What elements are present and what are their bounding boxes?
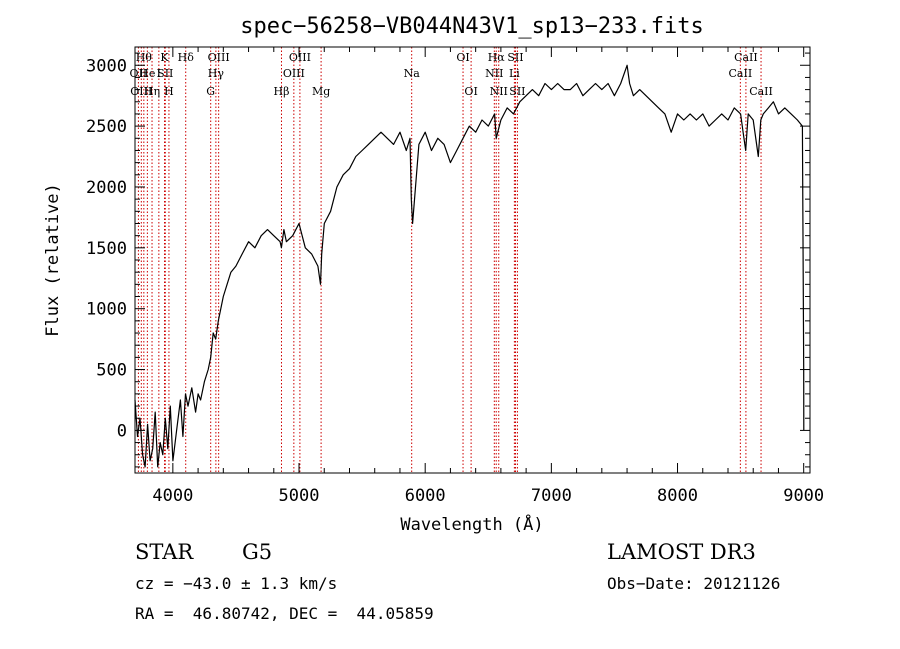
spectral-line-label-7: SII [157,67,173,80]
x-tick-label-9000: 9000 [783,486,824,506]
spectral-line-label-22: NII [490,85,508,98]
spectral-line-label-3: He [139,67,155,80]
spectral-line-label-26: CaII [729,67,753,80]
spectral-line-label-15: OIII [289,51,311,64]
spectral-line-label-18: OI [456,51,469,64]
y-tick-label-500: 500 [96,361,127,381]
redshift-cz: cz = −43.0 ± 1.3 km/s [135,574,338,593]
spectral-line-label-1: OIII [130,85,152,98]
spectral-line-label-28: CaII [749,85,773,98]
spectral-line-labels: OII OIII Hθ He Hη IK SII H Hδ G Hγ OIII Hβ OIII OIII Mg… [130,51,773,98]
spectral-line-label-12: OIII [208,51,230,64]
spectral-line-label-13: Hβ [274,85,290,98]
chart-title: spec−56258−VB044N43V1_sp13−233.fits [240,14,704,39]
spectral-line-label-0: OII [130,67,148,80]
spectral-line-label-6: K [160,51,169,64]
spectral-line-label-25: SII [509,85,525,98]
y-tick-label-1500: 1500 [86,239,127,259]
spectral-line-label-17: Na [404,67,421,80]
y-tick-label-3000: 3000 [86,56,127,76]
spectral-line-label-4: Hη [144,85,160,98]
object-subclass: G5 [242,540,273,564]
spectral-line-label-9: Hδ [178,51,195,64]
survey-name: LAMOST DR3 [607,540,756,564]
coordinates: RA = 46.80742, DEC = 44.05859 [135,604,434,623]
spectral-line-label-5: I [157,67,161,80]
spectral-line-label-14: OIII [283,67,305,80]
x-axis-label: Wavelength (Å) [400,513,543,535]
spectral-line-markers [137,47,762,473]
observation-date: Obs−Date: 20121126 [607,574,781,593]
x-tick-label-5000: 5000 [279,486,320,506]
y-tick-label-2500: 2500 [86,117,127,137]
spectral-line-label-19: OI [464,85,477,98]
spectral-line-label-8: H [164,85,174,98]
spectral-line-label-10: G [206,85,215,98]
y-tick-label-2000: 2000 [86,178,127,198]
x-tick-label-8000: 8000 [657,486,698,506]
y-tick-label-0: 0 [117,421,127,441]
y-tick-label-1000: 1000 [86,300,127,320]
x-tick-label-6000: 6000 [405,486,446,506]
object-class: STAR [135,540,194,564]
spectral-line-label-21: Hα [488,51,506,64]
x-tick-label-7000: 7000 [531,486,572,506]
y-axis-label: Flux (relative) [43,183,63,337]
spectral-line-label-2: Hθ [136,51,153,64]
y-axis-ticks: 0 500 1000 1500 2000 2500 3000 [86,52,810,468]
spectral-line-label-23: Li [509,67,520,80]
spectral-line-label-16: Mg [312,85,330,98]
spectral-line-label-20: NII [485,67,503,80]
spectral-line-label-11: Hγ [208,67,225,80]
spectral-line-label-24: SII [507,51,523,64]
x-axis-ticks: 4000 5000 6000 7000 8000 9000 [152,47,824,506]
flux-series-line [134,64,805,468]
x-tick-label-4000: 4000 [152,486,193,506]
plot-frame [134,46,811,474]
spectral-line-label-27: CaII [734,51,758,64]
